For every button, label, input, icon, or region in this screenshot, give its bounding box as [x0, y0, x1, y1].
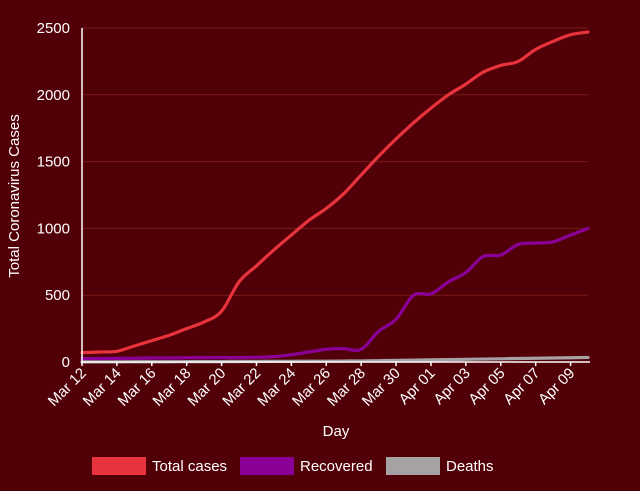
y-tick-label: 1500 — [37, 154, 70, 171]
series-line-total-cases — [80, 30, 590, 355]
legend: Total cases Recovered Deaths — [92, 457, 494, 475]
y-tick-label: 1000 — [37, 220, 70, 237]
x-tick-label: Mar 14 — [80, 365, 125, 410]
y-tick-label: 0 — [62, 354, 70, 371]
x-tick-label: Mar 24 — [254, 365, 299, 410]
legend-label-total-cases: Total cases — [152, 458, 227, 475]
x-tick-label: Apr 03 — [430, 365, 473, 408]
axes — [81, 28, 590, 363]
x-tick-label: Mar 12 — [45, 365, 90, 410]
legend-label-recovered: Recovered — [300, 458, 373, 475]
x-tick-label: Mar 20 — [184, 365, 229, 410]
legend-swatch-recovered — [240, 457, 294, 475]
x-tick-label: Mar 18 — [149, 365, 194, 410]
x-tick-label: Mar 30 — [359, 365, 404, 410]
x-tick-label: Mar 28 — [324, 365, 369, 410]
legend-label-deaths: Deaths — [446, 458, 494, 475]
y-axis-title: Total Coronavirus Cases — [6, 114, 23, 277]
y-tick-label: 500 — [45, 287, 70, 304]
legend-swatch-deaths — [386, 457, 440, 475]
x-axis-title: Day — [323, 423, 350, 440]
x-tick-label: Apr 07 — [500, 365, 543, 408]
legend-swatch-total-cases — [92, 457, 146, 475]
x-tick-label: Mar 16 — [115, 365, 160, 410]
series-lines — [80, 30, 590, 364]
x-tick-label: Mar 22 — [219, 365, 264, 410]
gridlines — [82, 27, 588, 296]
x-tick-label: Apr 05 — [465, 365, 508, 408]
y-tick-labels: 0 500 1000 1500 2000 2500 — [37, 20, 70, 371]
y-tick-label: 2000 — [37, 87, 70, 104]
series-line-recovered — [80, 226, 590, 361]
x-tick-label: Mar 26 — [289, 365, 334, 410]
x-tick-label: Apr 01 — [396, 365, 439, 408]
x-tick-label: Apr 09 — [535, 365, 578, 408]
y-tick-label: 2500 — [37, 20, 70, 37]
